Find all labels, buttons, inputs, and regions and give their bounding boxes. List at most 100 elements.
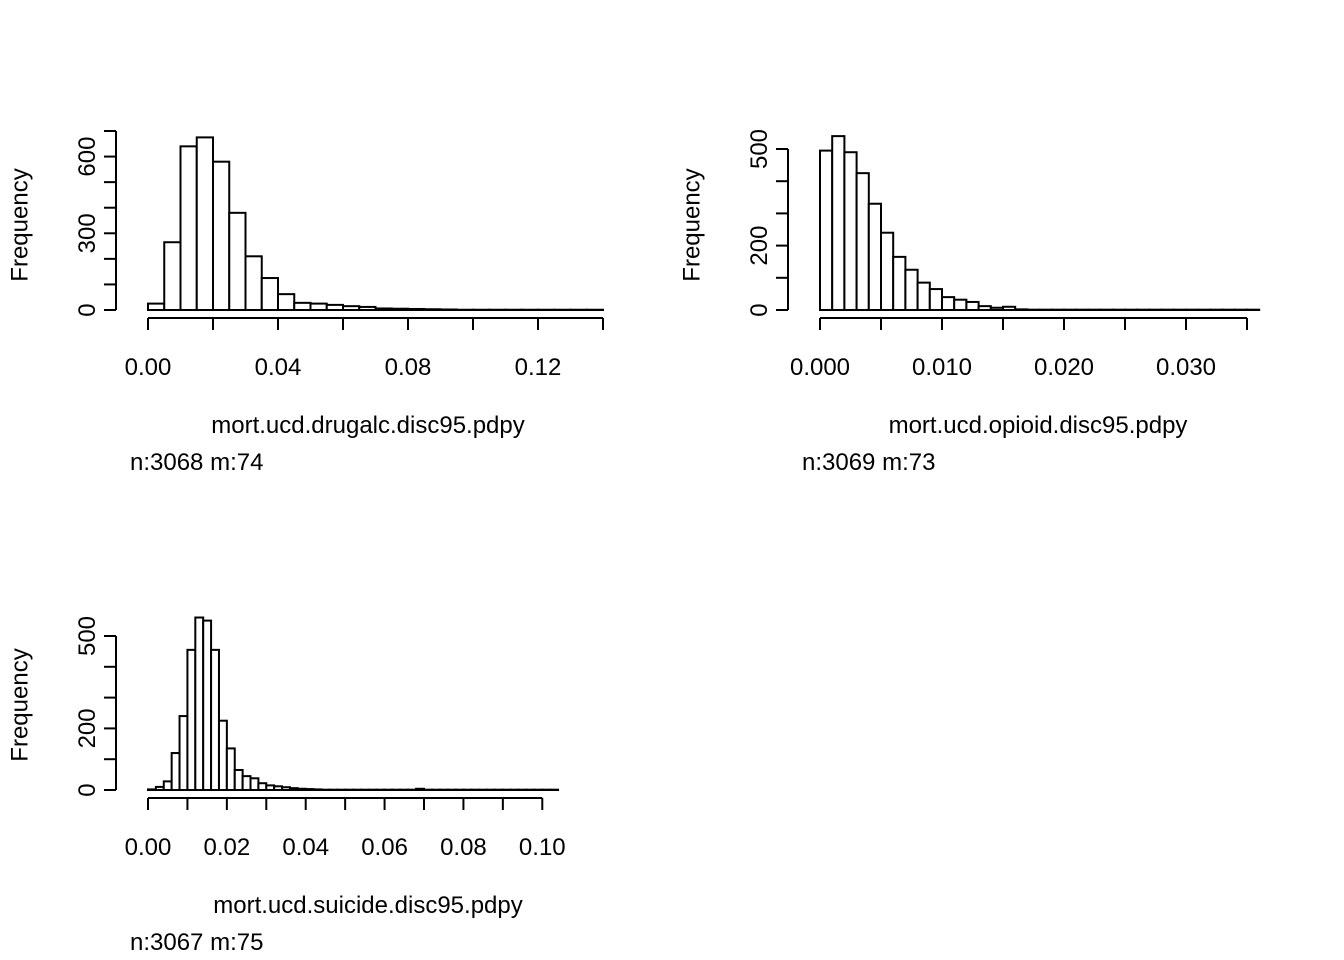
histogram-bar [843, 151, 858, 311]
histogram-bar [965, 300, 980, 312]
x-tick-label: 0.08 [385, 354, 432, 381]
histogram-bar [342, 305, 361, 311]
x-axis-title: mort.ucd.suicide.disc95.pdpy [213, 892, 523, 919]
histogram-bars [147, 616, 560, 792]
histogram-bar [217, 719, 228, 792]
histogram-bar [1002, 305, 1017, 311]
histogram-bar [194, 616, 205, 792]
histogram-bar [281, 786, 291, 792]
histogram-bar [225, 747, 236, 791]
x-tick-label: 0.010 [912, 354, 972, 381]
histogram-bar [953, 298, 968, 312]
x-tick-label: 0.12 [515, 354, 562, 381]
histogram-bar [249, 777, 260, 792]
histogram-bar [390, 307, 409, 312]
histogram-bar [241, 775, 252, 792]
histogram-bar [358, 305, 377, 311]
histogram-bar [163, 241, 182, 311]
y-axis: 0 200 500 [74, 616, 117, 797]
histogram-bar [374, 307, 393, 312]
y-axis: 0 300 600 [74, 130, 117, 317]
histogram-bar [296, 787, 307, 792]
histogram-bar [179, 145, 198, 311]
y-tick-label: 600 [74, 137, 101, 177]
x-axis: 0.00 0.04 0.08 0.12 [125, 317, 604, 381]
histogram-bar [288, 787, 299, 791]
y-tick-label: 0 [74, 303, 101, 316]
histogram-bar [867, 202, 882, 312]
x-axis-title: mort.ucd.opioid.disc95.pdpy [889, 412, 1188, 439]
x-axis: 0.00 0.02 0.04 0.06 0.08 0.10 [125, 797, 566, 861]
histogram-bars [147, 136, 604, 312]
histogram-bar [309, 302, 328, 312]
histogram-panel-3: 0.00 0.02 0.04 0.06 0.08 0.10 0 200 500 Frequency… [7, 616, 566, 956]
sample-count-note: n:3069 m:73 [802, 449, 935, 476]
histogram-bar [228, 211, 247, 311]
histogram-bar [892, 255, 907, 311]
histogram-panel-1: 0.00 0.04 0.08 0.12 0 300 600 Frequency mort.ucd… [7, 130, 604, 476]
histogram-bar [147, 302, 166, 312]
y-axis-title: Frequency [7, 168, 34, 281]
x-tick-label: 0.06 [361, 834, 408, 861]
histogram-bar [178, 715, 189, 792]
histogram-bar [202, 619, 213, 791]
x-tick-label: 0.08 [440, 834, 487, 861]
x-tick-label: 0.000 [790, 354, 850, 381]
y-tick-label: 300 [74, 213, 101, 253]
sample-count-note: n:3068 m:74 [130, 449, 263, 476]
histogram-bar [186, 648, 197, 791]
x-tick-label: 0.030 [1156, 354, 1216, 381]
histogram-bar [1014, 308, 1029, 311]
histogram-bar [162, 780, 173, 791]
histogram-bar [147, 788, 157, 791]
histogram-bar [260, 277, 279, 311]
histogram-bar [415, 787, 426, 792]
x-tick-label: 0.00 [125, 354, 172, 381]
x-tick-label: 0.020 [1034, 354, 1094, 381]
y-tick-label: 200 [746, 226, 773, 266]
x-tick-label: 0.02 [203, 834, 250, 861]
histogram-bar [880, 231, 895, 311]
histogram-bars [819, 135, 1261, 312]
y-tick-label: 0 [746, 303, 773, 316]
histogram-bar [210, 648, 220, 791]
x-tick-label: 0.04 [282, 834, 329, 861]
histogram-bar [257, 782, 268, 791]
histogram-bar [273, 785, 284, 792]
y-axis-title: Frequency [7, 648, 34, 761]
histogram-bar [928, 288, 943, 312]
histogram-panel-2: 0.000 0.010 0.020 0.030 0 200 500 Frequency mort… [679, 129, 1261, 476]
histogram-bar [312, 788, 323, 791]
histogram-bar [855, 172, 870, 311]
histogram-bar [212, 160, 231, 311]
y-tick-label: 200 [74, 708, 101, 748]
histogram-bar [916, 281, 931, 312]
y-tick-label: 0 [74, 783, 101, 796]
histogram-bar [195, 136, 214, 311]
x-tick-label: 0.00 [125, 834, 172, 861]
sample-count-note: n:3067 m:75 [130, 929, 263, 956]
y-axis: 0 200 500 [746, 129, 789, 317]
histogram-bar [831, 135, 846, 311]
histogram-bar [293, 301, 312, 311]
histogram-bar [977, 305, 992, 311]
histogram-bar [439, 308, 458, 312]
histogram-bar [989, 306, 1004, 312]
y-tick-label: 500 [746, 129, 773, 169]
histogram-bar [325, 303, 344, 311]
y-tick-label: 500 [74, 616, 101, 656]
histogram-bar [423, 308, 442, 311]
histogram-bar [304, 788, 315, 791]
histogram-bar [407, 307, 426, 311]
y-axis-title: Frequency [679, 168, 706, 281]
x-tick-label: 0.04 [255, 354, 302, 381]
x-tick-label: 0.10 [519, 834, 566, 861]
histogram-bar [244, 255, 263, 311]
x-axis: 0.000 0.010 0.020 0.030 [790, 317, 1248, 381]
histogram-bar [265, 784, 276, 792]
histogram-bar [233, 768, 244, 791]
histogram-bar [170, 752, 181, 791]
histogram-bar [819, 149, 834, 311]
x-axis-title: mort.ucd.drugalc.disc95.pdpy [211, 412, 525, 439]
